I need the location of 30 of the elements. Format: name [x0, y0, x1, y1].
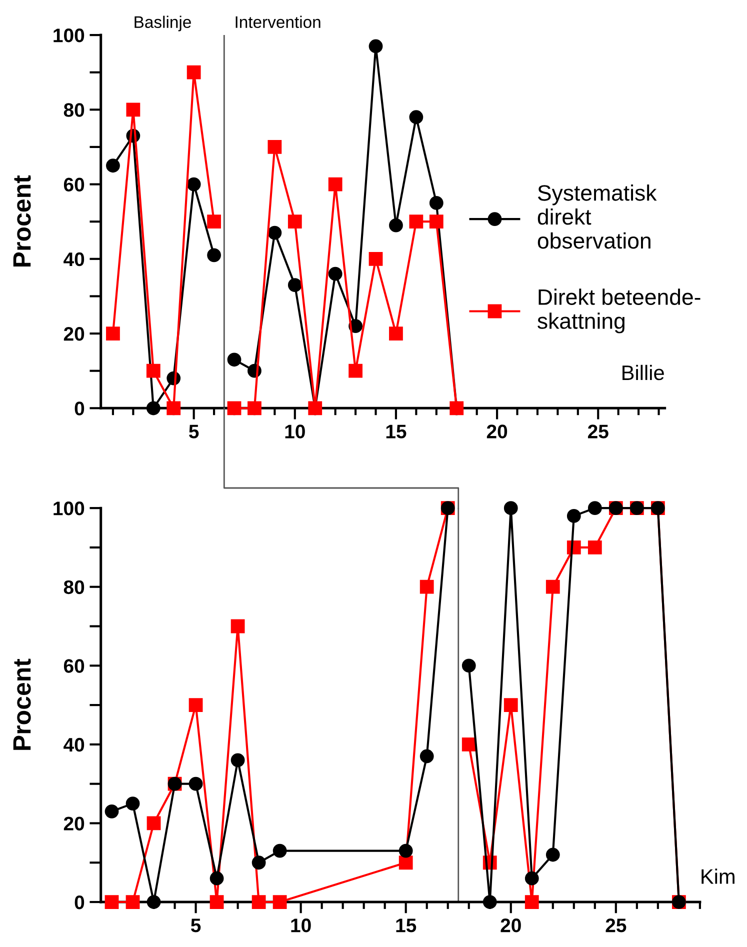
- legend-label: Systematisk direkt observation: [538, 184, 657, 249]
- x-tick-label: 20: [500, 918, 521, 932]
- y-tick-label: 20: [64, 327, 84, 341]
- x-tick-label: 25: [588, 424, 608, 438]
- y-tick-label: 60: [64, 178, 84, 192]
- y-tick-label: 100: [54, 502, 84, 516]
- y-tick-label: 40: [64, 252, 84, 266]
- text: Kim: [702, 868, 734, 884]
- x-tick-label: 5: [189, 424, 199, 438]
- x-tick-label: 10: [285, 424, 305, 438]
- legend-label: Direkt beteende- skattning: [538, 288, 700, 334]
- x-tick-label: 25: [606, 918, 626, 932]
- x-tick-label: 15: [386, 424, 406, 438]
- text: Baslinje: [134, 16, 191, 32]
- text: Intervention: [236, 16, 320, 28]
- y-tick-label: 100: [54, 28, 84, 42]
- x-tick-label: 10: [291, 918, 311, 932]
- y-axis-title: Procent: [13, 658, 31, 750]
- y-tick-label: 60: [64, 659, 84, 673]
- x-tick-label: 15: [396, 918, 416, 932]
- text: Billie: [622, 364, 664, 380]
- y-tick-label: 80: [64, 580, 84, 594]
- y-axis-title: Procent: [13, 175, 31, 266]
- y-tick-label: 0: [74, 402, 84, 416]
- y-tick-label: 40: [64, 738, 84, 752]
- y-tick-label: 20: [64, 816, 84, 830]
- x-tick-label: 20: [486, 424, 508, 438]
- y-tick-label: 0: [74, 895, 84, 910]
- x-tick-label: 5: [190, 918, 201, 932]
- y-tick-label: 80: [64, 103, 84, 117]
